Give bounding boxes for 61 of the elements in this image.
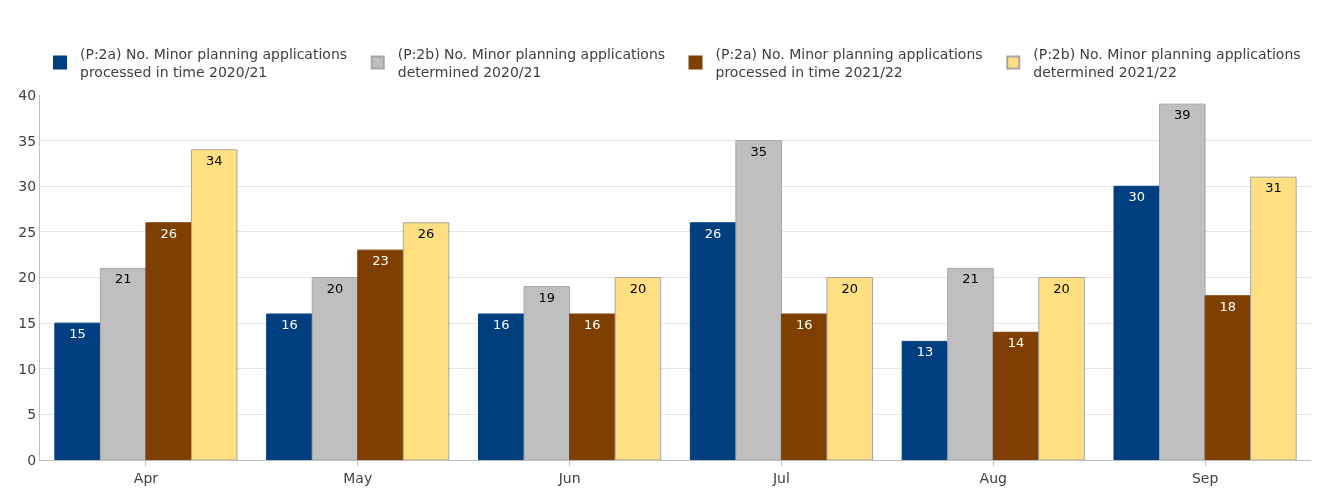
data-label: 23: [372, 253, 389, 269]
data-label: 30: [1128, 189, 1146, 205]
bar: [1113, 185, 1161, 460]
y-tick-label: 5: [27, 406, 37, 423]
data-label: 16: [493, 317, 510, 332]
bar: [614, 277, 662, 460]
data-label: 14: [1007, 335, 1025, 351]
y-tick-label: 20: [18, 269, 37, 286]
data-label: 16: [281, 317, 298, 332]
bar: [826, 277, 873, 460]
bar: [569, 313, 616, 460]
data-label: 19: [538, 289, 556, 305]
data-label: 18: [1219, 298, 1237, 314]
data-label: 26: [160, 225, 177, 241]
data-label: 20: [629, 280, 647, 296]
bar: [1204, 295, 1252, 460]
data-label: 26: [704, 225, 722, 241]
y-tick-label: 40: [18, 86, 37, 103]
data-label: 35: [750, 143, 767, 159]
bar: [266, 313, 313, 460]
y-tick-label: 35: [18, 132, 37, 149]
data-label: 34: [205, 152, 223, 168]
x-tick-label: Apr: [133, 469, 159, 486]
bar: [689, 222, 737, 460]
x-tick-label: Jun: [557, 469, 581, 486]
bar: [54, 322, 101, 460]
legend-label: (P:2a) No. Minor planning applications processed in time 2021/22: [715, 45, 983, 80]
bar: [357, 249, 404, 460]
legend-label: (P:2b) No. Minor planning applications determined 2021/22: [1033, 45, 1301, 80]
data-label: 21: [962, 271, 979, 287]
x-tick-label: Aug: [979, 469, 1007, 486]
y-tick-label: 30: [18, 178, 37, 195]
data-label: 20: [841, 280, 858, 296]
bar: [478, 313, 525, 460]
data-label: 15: [69, 326, 86, 342]
data-label: 21: [114, 271, 132, 287]
bar: [402, 222, 450, 460]
bar: [1250, 176, 1297, 460]
data-label: 16: [795, 317, 813, 332]
data-label: 26: [417, 225, 435, 241]
data-label: 39: [1174, 107, 1191, 123]
y-tick-label: 10: [18, 360, 37, 377]
y-tick-label: 15: [18, 315, 37, 332]
x-tick-label: Sep: [1191, 469, 1219, 486]
legend-label: (P:2a) No. Minor planning applications processed in time 2020/21: [80, 45, 348, 80]
data-label: 20: [1053, 280, 1070, 296]
y-tick-label: 25: [18, 223, 37, 240]
bar: [190, 149, 238, 460]
bar: [901, 340, 949, 460]
bar: [780, 313, 828, 460]
data-label: 20: [326, 280, 344, 296]
bar: [992, 331, 1040, 460]
y-tick-label: 0: [27, 451, 37, 468]
legend-label: (P:2b) No. Minor planning applications determined 2020/21: [397, 45, 666, 80]
data-label: 13: [916, 344, 934, 360]
x-tick-label: May: [343, 469, 373, 486]
bar: [145, 222, 192, 460]
bar: [1038, 277, 1085, 460]
x-tick-label: Jul: [771, 469, 790, 486]
data-label: 16: [584, 317, 601, 332]
data-label: 31: [1265, 180, 1282, 196]
